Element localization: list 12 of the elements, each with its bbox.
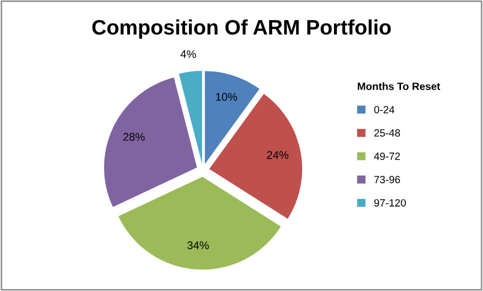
data-label: 10% — [216, 92, 238, 101]
legend-label: 0-24 — [374, 106, 394, 114]
legend-title: Months To Reset — [358, 82, 440, 90]
chart-title: Composition Of ARM Portfolio — [92, 19, 391, 39]
data-label: 24% — [267, 151, 288, 159]
data-label: 28% — [123, 132, 145, 141]
legend-label: 49-72 — [374, 152, 400, 160]
data-label: 4% — [180, 50, 196, 58]
legend-label: 25-48 — [374, 129, 400, 137]
legend-label: 73-96 — [374, 176, 400, 184]
data-label: 34% — [187, 241, 209, 250]
legend-label: 97-120 — [374, 199, 406, 207]
